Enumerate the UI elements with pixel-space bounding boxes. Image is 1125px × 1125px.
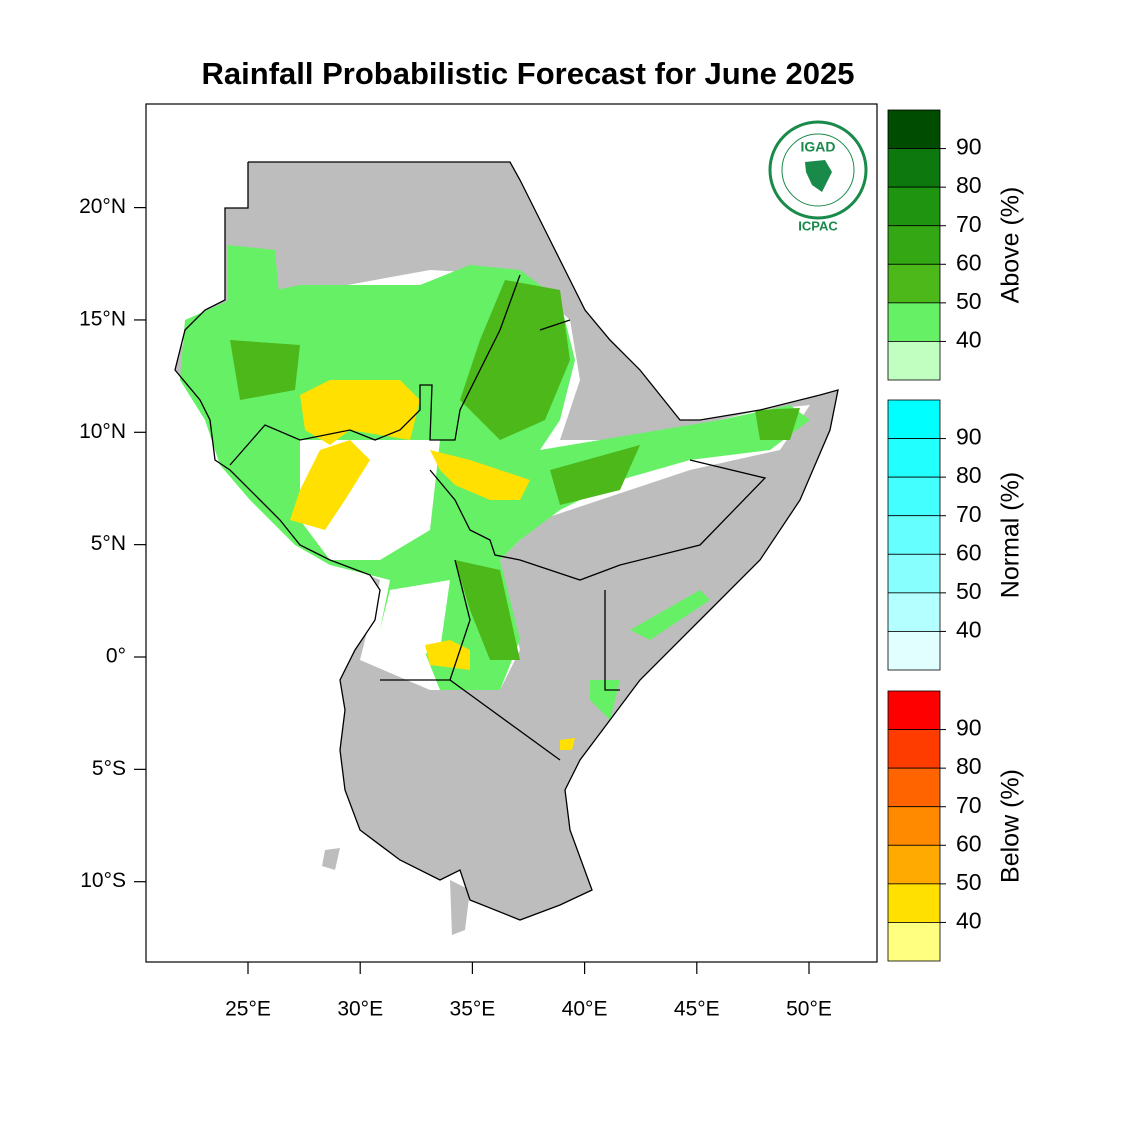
above-50 xyxy=(455,560,520,660)
lat-tick-label: 10°N xyxy=(79,420,126,443)
colorbar-tick-label: 50 xyxy=(956,578,982,604)
colorbar-tick-label: 60 xyxy=(956,830,982,856)
lat-tick-label: 15°N xyxy=(79,307,126,330)
lon-tick-label: 50°E xyxy=(786,998,832,1021)
lake xyxy=(322,848,340,870)
border xyxy=(380,559,471,681)
color-box xyxy=(887,302,941,342)
colorbar-tick-label: 60 xyxy=(956,539,982,565)
color-box xyxy=(887,844,941,885)
colorbar-tick-label: 90 xyxy=(956,134,982,160)
axes: 20°N 15°N 10°N 5°N 0° 5°S 10°S 25°E 30°E 35°E 40°E… xyxy=(79,195,832,1020)
lat-tick-label: 20°N xyxy=(79,195,126,218)
colorbar-tick-label: 40 xyxy=(956,617,982,643)
logo-map xyxy=(805,160,832,192)
lat-tick-label: 0° xyxy=(106,645,126,668)
above-50 xyxy=(230,340,300,400)
colorbar-tick-label: 40 xyxy=(956,327,982,353)
above-50 xyxy=(550,445,640,505)
no-skill xyxy=(380,580,450,660)
logo-org: ICPAC xyxy=(798,218,838,233)
below-40 xyxy=(425,640,470,670)
map-land xyxy=(175,162,838,935)
border xyxy=(539,319,571,331)
below-40 xyxy=(300,380,420,445)
color-box xyxy=(887,631,941,671)
above-40 xyxy=(228,245,280,310)
logo-name: IGAD xyxy=(801,139,836,155)
outline xyxy=(174,161,839,921)
colorbar-tick-label: 50 xyxy=(956,288,982,314)
lon-tick-label: 45°E xyxy=(674,998,720,1021)
color-box xyxy=(887,592,941,632)
colorbar-tick-label: 90 xyxy=(956,715,982,741)
color-box xyxy=(887,438,941,478)
colorbar-tick-label: 70 xyxy=(956,501,982,527)
below-40 xyxy=(430,450,530,500)
lon-tick-label: 35°E xyxy=(450,998,496,1021)
lon-tick-label: 25°E xyxy=(225,998,271,1021)
color-box xyxy=(887,341,941,381)
border xyxy=(604,590,620,691)
colorbar-tick-label: 60 xyxy=(956,249,982,275)
lat-tick-label: 10°S xyxy=(80,869,126,892)
color-box xyxy=(887,399,941,439)
lon-tick-label: 30°E xyxy=(337,998,383,1021)
lat-tick-label: 5°N xyxy=(91,532,126,555)
color-box xyxy=(887,225,941,265)
colorbar-tick-label: 70 xyxy=(956,211,982,237)
color-box xyxy=(887,263,941,304)
logo-ring xyxy=(781,133,855,207)
lon-tick-label: 40°E xyxy=(562,998,608,1021)
color-box xyxy=(887,476,941,517)
colorbar-label: Above (%) xyxy=(997,187,1025,304)
color-box xyxy=(887,767,941,808)
colorbar-tick-label: 90 xyxy=(956,424,982,450)
color-box xyxy=(887,690,941,730)
color-box xyxy=(887,109,941,149)
logo: IGAD ICPAC xyxy=(768,120,868,233)
colorbar-tick-label: 50 xyxy=(956,869,982,895)
below-40 xyxy=(290,440,370,530)
title: Rainfall Probabilistic Forecast for June… xyxy=(202,56,855,91)
above-50 xyxy=(755,408,800,440)
above-50 xyxy=(460,280,570,440)
colorbars: 90 80 70 60 50 40 Above (%) 90 80 70 60 50 40 Normal … xyxy=(887,109,1025,962)
below-40 xyxy=(560,738,575,750)
border xyxy=(449,679,561,761)
colorbar-tick-label: 80 xyxy=(956,753,982,779)
border xyxy=(229,274,521,466)
color-box xyxy=(887,806,941,846)
color-box xyxy=(887,186,941,227)
colorbar-tick-label: 40 xyxy=(956,908,982,934)
color-box xyxy=(887,515,941,555)
lake xyxy=(450,880,470,935)
border xyxy=(429,459,767,581)
above-40 xyxy=(630,590,710,640)
colorbar-tick-label: 80 xyxy=(956,462,982,488)
colorbar-label: Below (%) xyxy=(997,769,1025,883)
color-box xyxy=(887,883,941,923)
color-box xyxy=(887,729,941,769)
colorbar-tick-label: 70 xyxy=(956,792,982,818)
colorbar-label: Normal (%) xyxy=(997,472,1025,598)
colorbar-tick-label: 80 xyxy=(956,172,982,198)
color-box xyxy=(887,922,941,962)
lat-tick-label: 5°S xyxy=(92,757,126,780)
borders xyxy=(174,161,839,921)
color-box xyxy=(887,148,941,188)
color-box xyxy=(887,553,941,594)
